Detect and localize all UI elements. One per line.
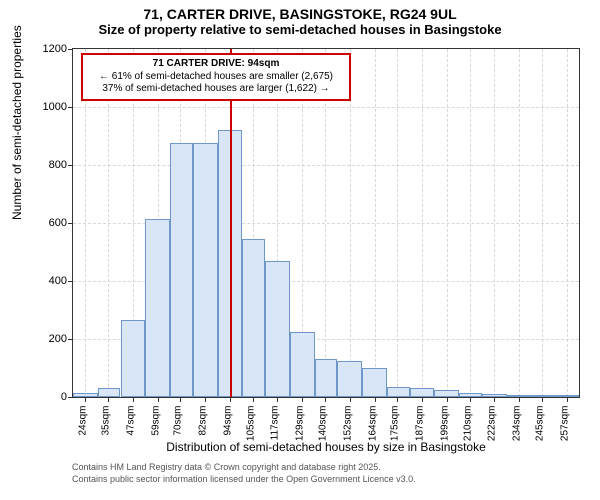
gridline-v (325, 49, 326, 397)
y-tick-label: 0 (61, 391, 73, 403)
x-tick-mark (375, 397, 376, 402)
y-tick-label: 1000 (43, 101, 73, 113)
gridline-v (350, 49, 351, 397)
gridline-v (542, 49, 543, 397)
gridline-v (397, 49, 398, 397)
gridline-v (494, 49, 495, 397)
histogram-bar (459, 393, 482, 397)
x-tick-mark (470, 397, 471, 402)
y-tick-label: 600 (49, 217, 73, 229)
histogram-bar (387, 387, 410, 397)
annotation-line-3: 37% of semi-detached houses are larger (… (88, 83, 344, 96)
x-tick-mark (253, 397, 254, 402)
footer-attribution: Contains HM Land Registry data © Crown c… (72, 462, 416, 485)
x-tick-mark (567, 397, 568, 402)
y-axis-label: Number of semi-detached properties (10, 25, 24, 220)
x-tick-mark (205, 397, 206, 402)
histogram-bar (121, 320, 146, 397)
y-tick-label: 1200 (43, 43, 73, 55)
x-tick-mark (302, 397, 303, 402)
histogram-bar (193, 143, 218, 397)
histogram-bar (242, 239, 265, 397)
histogram-bar (73, 393, 98, 397)
histogram-bar (507, 395, 532, 397)
x-tick-mark (85, 397, 86, 402)
x-tick-mark (422, 397, 423, 402)
annotation-line-1: 71 CARTER DRIVE: 94sqm (88, 58, 344, 71)
gridline-v (567, 49, 568, 397)
histogram-bar (98, 388, 121, 397)
histogram-bar (265, 261, 290, 397)
footer-line-2: Contains public sector information licen… (72, 474, 416, 486)
x-axis-label: Distribution of semi-detached houses by … (72, 440, 580, 454)
footer-line-1: Contains HM Land Registry data © Crown c… (72, 462, 416, 474)
y-tick-label: 400 (49, 275, 73, 287)
plot-area: 02004006008001000120024sqm35sqm47sqm59sq… (72, 48, 580, 398)
gridline-v (470, 49, 471, 397)
x-tick-mark (542, 397, 543, 402)
chart-container: 71, CARTER DRIVE, BASINGSTOKE, RG24 9UL … (0, 0, 600, 500)
histogram-bar (337, 361, 362, 397)
title-sub: Size of property relative to semi-detach… (0, 22, 600, 41)
histogram-bar (170, 143, 193, 397)
x-tick-mark (447, 397, 448, 402)
histogram-bar (554, 395, 579, 397)
gridline-v (422, 49, 423, 397)
title-main: 71, CARTER DRIVE, BASINGSTOKE, RG24 9UL (0, 0, 600, 22)
histogram-bar (410, 388, 435, 397)
gridline-v (447, 49, 448, 397)
x-tick-mark (230, 397, 231, 402)
x-tick-mark (108, 397, 109, 402)
x-tick-mark (397, 397, 398, 402)
histogram-bar (315, 359, 338, 397)
x-tick-mark (325, 397, 326, 402)
x-tick-mark (133, 397, 134, 402)
gridline-v (85, 49, 86, 397)
x-tick-mark (158, 397, 159, 402)
gridline-h (73, 165, 579, 166)
histogram-bar (531, 395, 554, 397)
y-tick-label: 200 (49, 333, 73, 345)
annotation-line-2: ← 61% of semi-detached houses are smalle… (88, 71, 344, 84)
gridline-h (73, 107, 579, 108)
histogram-bar (290, 332, 315, 397)
histogram-bar (482, 394, 507, 397)
gridline-v (375, 49, 376, 397)
y-tick-label: 800 (49, 159, 73, 171)
gridline-v (108, 49, 109, 397)
x-tick-mark (350, 397, 351, 402)
x-tick-mark (180, 397, 181, 402)
annotation-box: 71 CARTER DRIVE: 94sqm← 61% of semi-deta… (81, 53, 351, 101)
histogram-bar (434, 390, 459, 397)
histogram-bar (362, 368, 387, 397)
histogram-bar (145, 219, 170, 397)
x-tick-mark (277, 397, 278, 402)
x-tick-mark (494, 397, 495, 402)
x-tick-mark (519, 397, 520, 402)
gridline-v (519, 49, 520, 397)
marker-line (230, 49, 232, 397)
